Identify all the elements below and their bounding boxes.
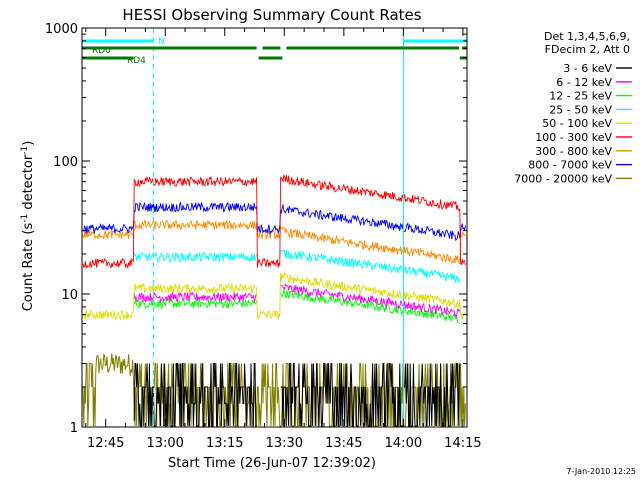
legend-entry-label: 6 - 12 keV bbox=[556, 76, 612, 89]
series-line-3-6-kev bbox=[133, 363, 461, 427]
legend-entry-label: 3 - 6 keV bbox=[563, 62, 612, 75]
y-label-part1: Count Rate (s bbox=[21, 223, 36, 312]
y-label-part2: detector bbox=[21, 154, 36, 214]
y-label-sup1: -1 bbox=[20, 214, 30, 223]
footer-date: 7-Jan-2010 12:25 bbox=[566, 467, 636, 476]
plot-lines bbox=[82, 28, 468, 427]
y-tick-label: 100 bbox=[53, 155, 78, 170]
legend-header-line: Det 1,3,4,5,6,9, bbox=[544, 30, 630, 43]
x-tick-label: 14:15 bbox=[444, 436, 481, 451]
flag-label-n: N bbox=[158, 37, 165, 47]
plot-frame bbox=[81, 27, 468, 428]
legend-entry-label: 50 - 100 keV bbox=[542, 117, 612, 130]
x-tick-label: 14:00 bbox=[385, 436, 422, 451]
legend-entry-label: 12 - 25 keV bbox=[549, 90, 612, 103]
legend-entry-label: 100 - 300 keV bbox=[535, 131, 612, 144]
y-axis-label: Count Rate (s-1 detector-1) bbox=[20, 141, 36, 312]
series-line-12-25-kev bbox=[133, 289, 461, 324]
legend-entry-label: 800 - 7000 keV bbox=[528, 159, 612, 172]
y-tick-label: 1 bbox=[70, 421, 78, 436]
x-axis-ticks: 12:45 13:00 13:15 13:30 13:45 14:00 14:15 bbox=[85, 28, 482, 451]
series-line-100-300-kev bbox=[82, 174, 466, 270]
legend-entry-label: 300 - 800 keV bbox=[535, 145, 612, 158]
y-tick-label: 1000 bbox=[45, 22, 78, 37]
series-line-7000-20000-kev bbox=[82, 353, 466, 427]
series-line-25-50-kev bbox=[133, 249, 461, 283]
legend: Det 1,3,4,5,6,9,FDecim 2, Att 0 3 - 6 keV… bbox=[514, 30, 632, 185]
x-tick-label: 13:00 bbox=[146, 436, 183, 451]
series-line-800-7000-kev bbox=[82, 201, 466, 242]
flag-label-rd0: RD0 bbox=[92, 46, 111, 56]
flag-bars: N RD0 RD4 bbox=[82, 37, 467, 66]
legend-entry-label: 25 - 50 keV bbox=[549, 103, 612, 116]
x-tick-label: 13:45 bbox=[325, 436, 362, 451]
x-axis-label: Start Time (26-Jun-07 12:39:02) bbox=[168, 456, 376, 471]
y-axis-ticks: 1 10 100 1000 bbox=[45, 22, 467, 436]
x-tick-label: 13:30 bbox=[266, 436, 303, 451]
x-tick-label: 13:15 bbox=[206, 436, 243, 451]
y-label-part3: ) bbox=[21, 141, 36, 146]
legend-header-line: FDecim 2, Att 0 bbox=[545, 43, 630, 56]
series-line-50-100-kev bbox=[82, 270, 466, 321]
series-line-6-12-kev bbox=[133, 283, 461, 318]
x-tick-label: 12:45 bbox=[87, 436, 124, 451]
y-tick-label: 10 bbox=[61, 288, 78, 303]
flag-label-rd4: RD4 bbox=[127, 56, 146, 66]
chart-title: HESSI Observing Summary Count Rates bbox=[122, 6, 421, 24]
legend-entry-label: 7000 - 20000 keV bbox=[514, 172, 612, 185]
series-line-300-800-kev bbox=[82, 219, 466, 265]
y-label-sup2: -1 bbox=[20, 146, 30, 155]
